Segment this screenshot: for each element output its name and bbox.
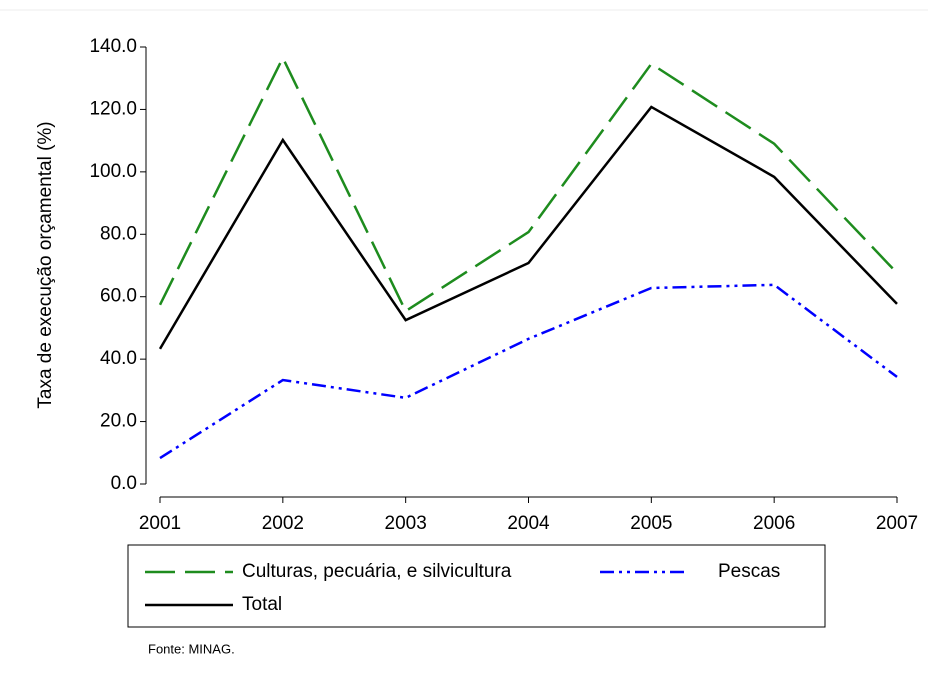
x-tick-label: 2003 <box>385 513 427 534</box>
x-tick-label: 2001 <box>139 513 181 534</box>
source-note: Fonte: MINAG. <box>148 641 235 656</box>
x-tick-label: 2002 <box>262 513 304 534</box>
legend-box <box>127 544 826 628</box>
y-tick-label: 120.0 <box>89 98 137 119</box>
y-tick-label: 60.0 <box>100 286 137 307</box>
series-line <box>159 283 898 460</box>
x-tick-label: 2004 <box>507 513 550 534</box>
x-tick-label: 2006 <box>753 513 795 534</box>
series-line <box>158 55 898 313</box>
y-tick-label: 40.0 <box>100 348 137 369</box>
y-axis-title: Taxa de execução orçamental (%) <box>35 121 56 408</box>
x-tick-label: 2005 <box>630 513 672 534</box>
series-line <box>158 105 898 350</box>
y-tick-label: 80.0 <box>100 223 137 244</box>
legend-label: Pescas <box>718 561 780 582</box>
x-tick-label: 2007 <box>876 513 918 534</box>
y-tick-label: 20.0 <box>100 411 137 432</box>
y-tick-label: 140.0 <box>89 36 137 57</box>
y-tick-label: 100.0 <box>89 161 137 182</box>
legend-label: Culturas, pecuária, e silvicultura <box>242 561 512 582</box>
y-tick-label: 0.0 <box>111 473 137 494</box>
legend-label: Total <box>242 594 282 615</box>
